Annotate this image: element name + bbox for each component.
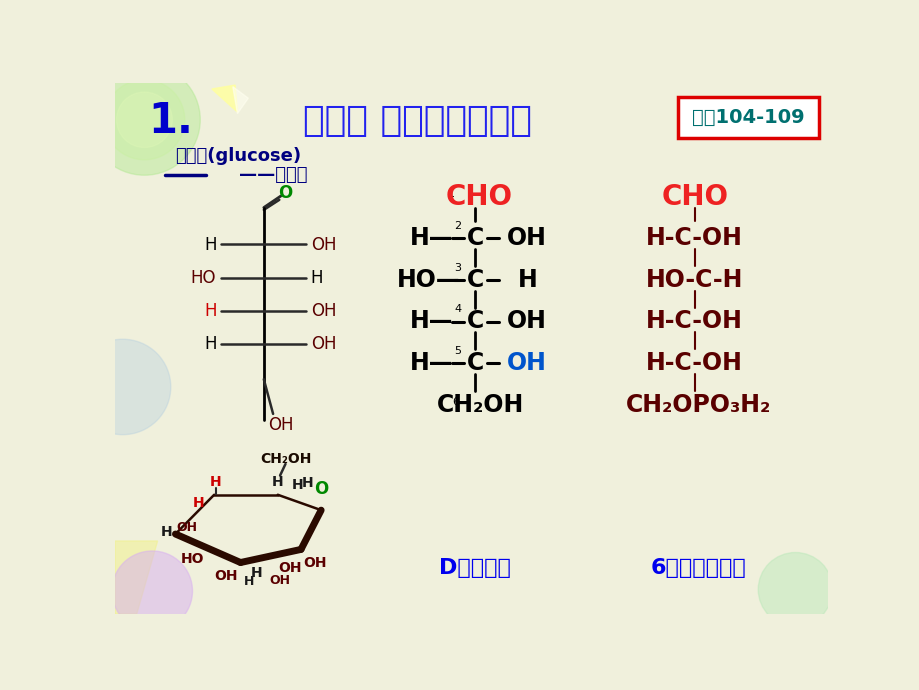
Text: H: H — [160, 524, 172, 539]
Circle shape — [88, 64, 200, 175]
Text: HO: HO — [190, 268, 216, 286]
Text: H: H — [516, 268, 537, 292]
Text: 1: 1 — [447, 188, 454, 199]
Text: OH: OH — [269, 573, 290, 586]
Text: 参见104-109: 参见104-109 — [691, 108, 803, 127]
Text: O: O — [278, 184, 292, 202]
Text: C: C — [466, 310, 483, 333]
Circle shape — [757, 553, 832, 627]
Text: H-C-OH: H-C-OH — [645, 310, 743, 333]
Text: H—: H— — [409, 226, 452, 250]
Text: H: H — [310, 268, 323, 286]
Text: HO: HO — [180, 552, 204, 566]
Text: H: H — [205, 235, 217, 253]
Text: H: H — [251, 566, 262, 580]
Text: 4: 4 — [453, 304, 460, 314]
Text: H: H — [205, 302, 217, 319]
Text: 5: 5 — [454, 346, 460, 356]
Text: OH: OH — [506, 310, 547, 333]
Text: O: O — [313, 480, 328, 498]
Text: HO-C-H: HO-C-H — [645, 268, 743, 292]
Text: H: H — [272, 475, 283, 489]
Text: H: H — [291, 477, 303, 492]
Text: OH: OH — [176, 522, 198, 534]
Text: H-C-OH: H-C-OH — [645, 351, 743, 375]
Text: H: H — [210, 475, 221, 489]
Text: H—: H— — [409, 351, 452, 375]
Text: CHO: CHO — [661, 183, 728, 210]
Text: H—: H— — [409, 310, 452, 333]
Text: ——已醉糖: ——已醉糖 — [239, 166, 307, 184]
Text: CHO: CHO — [446, 183, 512, 210]
Text: C: C — [466, 351, 483, 375]
Polygon shape — [233, 87, 248, 114]
Text: H-C-OH: H-C-OH — [645, 226, 743, 250]
Text: 单糖： 不能再水解的糖: 单糖： 不能再水解的糖 — [302, 104, 531, 138]
Circle shape — [112, 551, 192, 631]
Text: OH: OH — [267, 417, 293, 435]
Polygon shape — [211, 85, 237, 112]
Text: H: H — [193, 496, 204, 510]
Text: D－葡萄糖: D－葡萄糖 — [439, 558, 511, 578]
Text: OH: OH — [312, 235, 336, 253]
Text: 6: 6 — [451, 397, 459, 406]
Text: 1.: 1. — [148, 100, 193, 142]
Text: CH₂OH: CH₂OH — [437, 393, 524, 417]
Text: H: H — [301, 476, 312, 490]
Text: OH: OH — [278, 561, 301, 575]
Text: 2: 2 — [453, 221, 460, 231]
Text: OH: OH — [506, 226, 547, 250]
FancyBboxPatch shape — [677, 97, 818, 138]
Text: C: C — [466, 268, 483, 292]
Text: OH: OH — [312, 302, 336, 319]
Text: H: H — [244, 575, 254, 589]
Text: CH₂OH: CH₂OH — [259, 451, 311, 466]
Text: 葡萄糖(glucose): 葡萄糖(glucose) — [176, 147, 301, 165]
Text: C: C — [466, 226, 483, 250]
Text: H: H — [205, 335, 217, 353]
Circle shape — [117, 92, 172, 148]
Text: OH: OH — [312, 335, 336, 353]
Circle shape — [74, 339, 171, 435]
Text: 6－磷酸葡萄糖: 6－磷酸葡萄糖 — [650, 558, 745, 578]
Text: HO—: HO— — [397, 268, 460, 292]
Text: CH₂OPO₃H₂: CH₂OPO₃H₂ — [625, 393, 770, 417]
Text: 3: 3 — [454, 263, 460, 273]
Text: OH: OH — [303, 555, 326, 569]
Text: OH: OH — [214, 569, 237, 582]
Text: OH: OH — [506, 351, 547, 375]
Polygon shape — [115, 541, 157, 614]
Circle shape — [104, 80, 185, 160]
